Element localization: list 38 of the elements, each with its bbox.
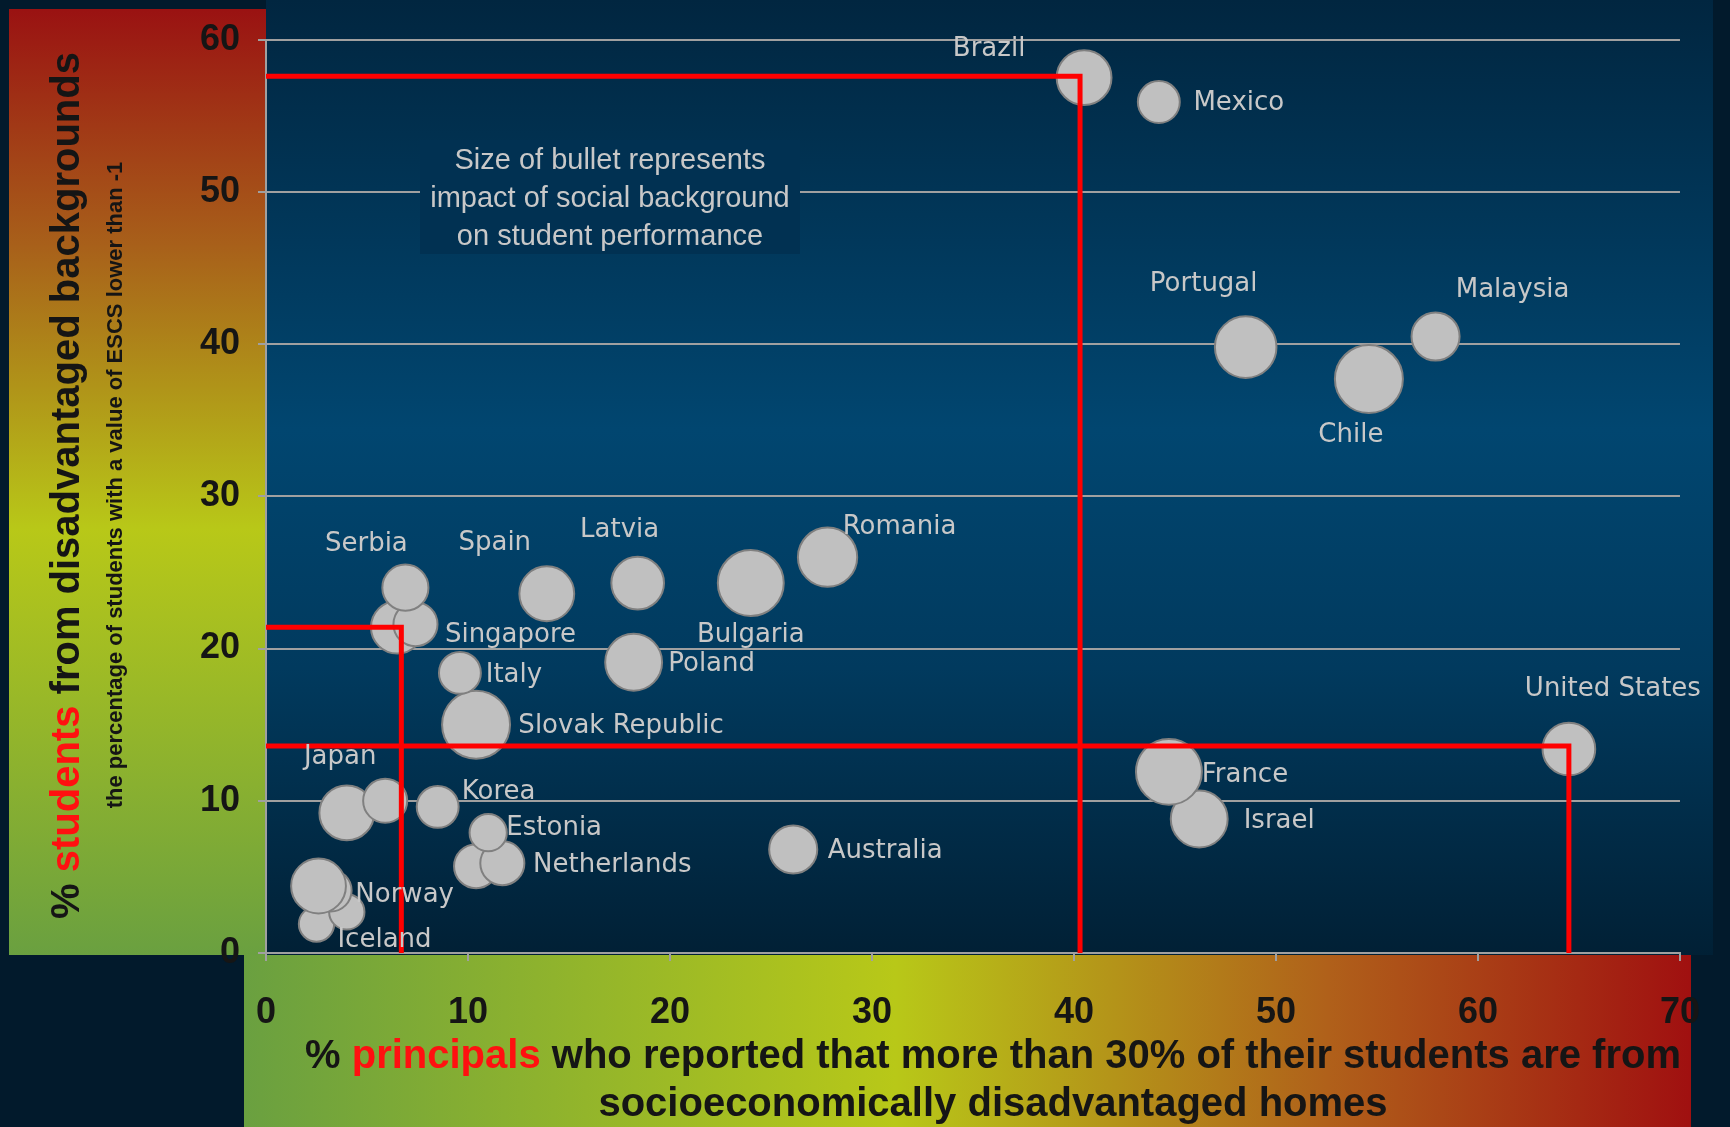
series-label: Portugal: [1149, 266, 1258, 297]
series-label: Latvia: [580, 512, 660, 543]
x-tick-label: 20: [649, 989, 691, 1031]
series-label: Korea: [461, 774, 536, 805]
x-tick-label: 30: [851, 989, 893, 1031]
y-tick-label: 60: [199, 16, 240, 58]
series-label: Israel: [1243, 803, 1315, 834]
series-label: Japan: [301, 739, 377, 770]
x-tick-label: 40: [1053, 989, 1095, 1031]
series-label: Brazil: [952, 32, 1026, 63]
x-tick-label: 10: [447, 989, 489, 1031]
y-tick-label: 30: [199, 473, 240, 515]
series-label: Netherlands: [533, 847, 692, 878]
y-axis-title: % students from disadvantaged backgrounds: [42, 52, 87, 919]
series-label: Slovak Republic: [518, 709, 724, 740]
series-label: United States: [1524, 671, 1701, 702]
x-tick-label: 50: [1255, 989, 1297, 1031]
series-label: Malaysia: [1455, 273, 1570, 304]
series-label: Estonia: [506, 811, 603, 842]
series-label: France: [1201, 757, 1289, 788]
y-tick-label: 20: [199, 625, 240, 667]
annotation: Size of bullet represents impact of social background on student performance: [420, 140, 800, 254]
text: % principals who reported that more than 30% of their students are from socioeconomically disadvantaged homes: [305, 1032, 1681, 1124]
series-label: Romania: [842, 509, 957, 540]
y-tick-label: 50: [199, 168, 240, 210]
series-label: Chile: [1318, 417, 1384, 448]
x-tick-label: 60: [1457, 989, 1499, 1031]
series-label: Serbia: [324, 527, 408, 558]
series-label: Italy: [485, 657, 543, 688]
series-label: Mexico: [1193, 85, 1285, 116]
series-label: Australia: [827, 834, 943, 865]
text: the percentage of students with a value of ESCS lower than -1: [102, 160, 128, 811]
y-tick-label: 10: [199, 777, 240, 819]
series-label: Bulgaria: [696, 617, 805, 648]
y-tick-label: 40: [199, 320, 240, 362]
x-tick-label: 0: [255, 989, 277, 1031]
series-label: Spain: [458, 526, 532, 557]
series-label: Singapore: [444, 617, 577, 648]
